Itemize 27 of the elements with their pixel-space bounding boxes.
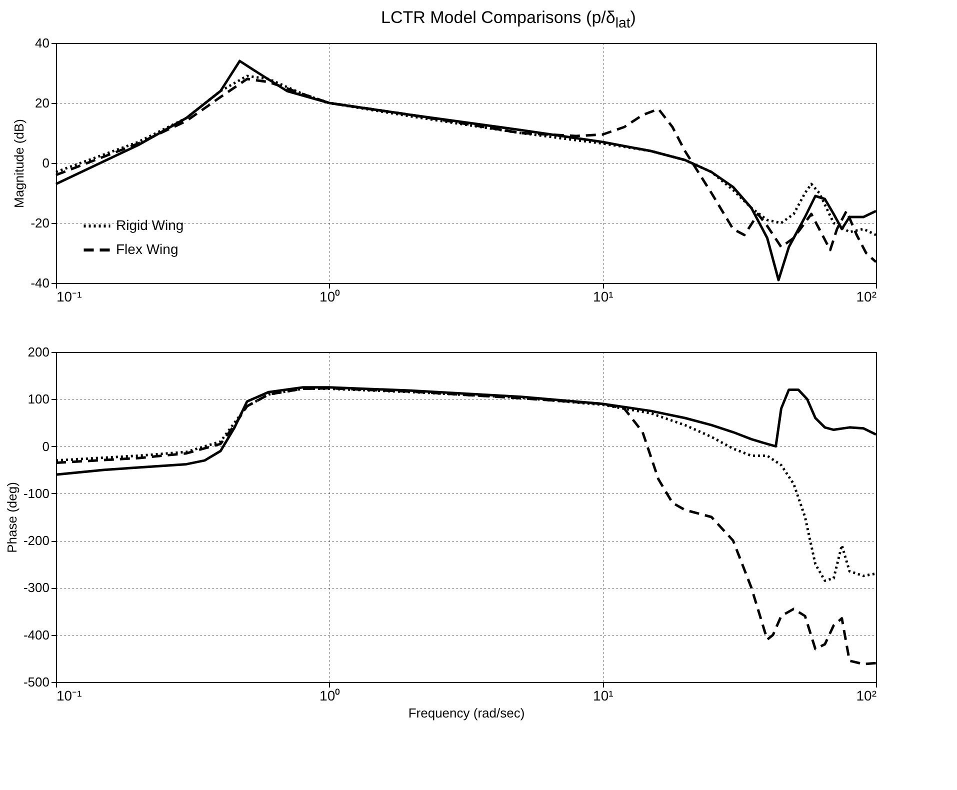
y-tick-label: -100: [23, 486, 50, 502]
x-axis-title: Frequency (rad/sec): [408, 706, 525, 721]
y-tick-label: 100: [28, 392, 50, 408]
legend-label: Flex Wing: [116, 241, 178, 258]
y-tick-label: 0: [42, 156, 50, 171]
x-tick-label: 10¹: [593, 288, 614, 305]
y-tick-label: 0: [42, 439, 50, 454]
x-tick-label: 10⁻¹: [56, 288, 82, 305]
y-tick-label: -40: [30, 276, 50, 291]
y-tick-label: -500: [23, 674, 50, 690]
x-tick-label: 10⁰: [320, 288, 340, 305]
legend-label: Rigid Wing: [116, 217, 184, 234]
x-tick-label: 10¹: [593, 688, 614, 704]
y-tick-label: -400: [23, 628, 50, 643]
x-tick-label: 10²: [856, 288, 877, 305]
y-tick-label: -300: [23, 580, 50, 596]
y-axis-title: Phase (deg): [4, 482, 20, 554]
chart-title: LCTR Model Comparisons (p/δ$_{lat}$): [380, 8, 637, 32]
x-tick-label: 10⁻¹: [56, 688, 82, 704]
y-axis-title: Magnitude (dB): [12, 119, 27, 208]
y-tick-label: 200: [28, 344, 50, 360]
y-tick-label: -200: [23, 533, 50, 548]
x-tick-label: 10⁰: [320, 688, 340, 704]
y-tick-label: 20: [35, 96, 50, 111]
y-tick-label: -20: [30, 216, 50, 231]
x-tick-label: 10²: [856, 688, 877, 704]
y-tick-label: 40: [35, 36, 50, 51]
